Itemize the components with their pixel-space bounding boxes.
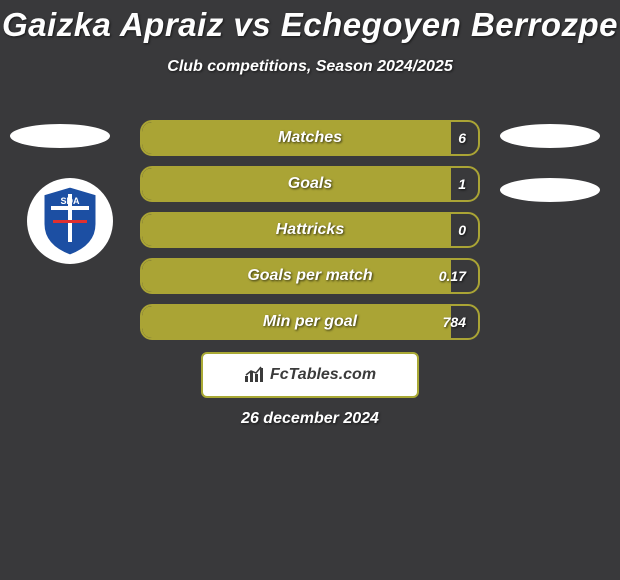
svg-text:SDA: SDA <box>60 196 80 206</box>
page-title: Gaizka Apraiz vs Echegoyen Berrozpe <box>0 0 620 44</box>
stat-value: 0.17 <box>439 268 466 284</box>
stat-row: Hattricks0 <box>140 212 480 248</box>
brand-box[interactable]: FcTables.com <box>201 352 419 398</box>
brand-text: FcTables.com <box>270 366 376 384</box>
stat-label: Goals per match <box>142 267 478 285</box>
stat-value: 6 <box>458 130 466 146</box>
player1-club-badge: SDA <box>27 178 113 264</box>
stat-row: Min per goal784 <box>140 304 480 340</box>
sda-shield-icon: SDA <box>37 184 103 258</box>
subtitle: Club competitions, Season 2024/2025 <box>0 58 620 76</box>
date-text: 26 december 2024 <box>0 410 620 428</box>
stat-value: 0 <box>458 222 466 238</box>
player2-club-placeholder <box>500 178 600 202</box>
stat-row: Goals1 <box>140 166 480 202</box>
bar-chart-icon <box>244 366 266 384</box>
player2-photo-placeholder <box>500 124 600 148</box>
stat-label: Goals <box>142 175 478 193</box>
stat-value: 784 <box>443 314 466 330</box>
stat-row: Goals per match0.17 <box>140 258 480 294</box>
stat-value: 1 <box>458 176 466 192</box>
stat-label: Hattricks <box>142 221 478 239</box>
player1-photo-placeholder <box>10 124 110 148</box>
stat-row: Matches6 <box>140 120 480 156</box>
stats-panel: Matches6Goals1Hattricks0Goals per match0… <box>140 120 480 350</box>
stat-label: Min per goal <box>142 313 478 331</box>
stat-label: Matches <box>142 129 478 147</box>
